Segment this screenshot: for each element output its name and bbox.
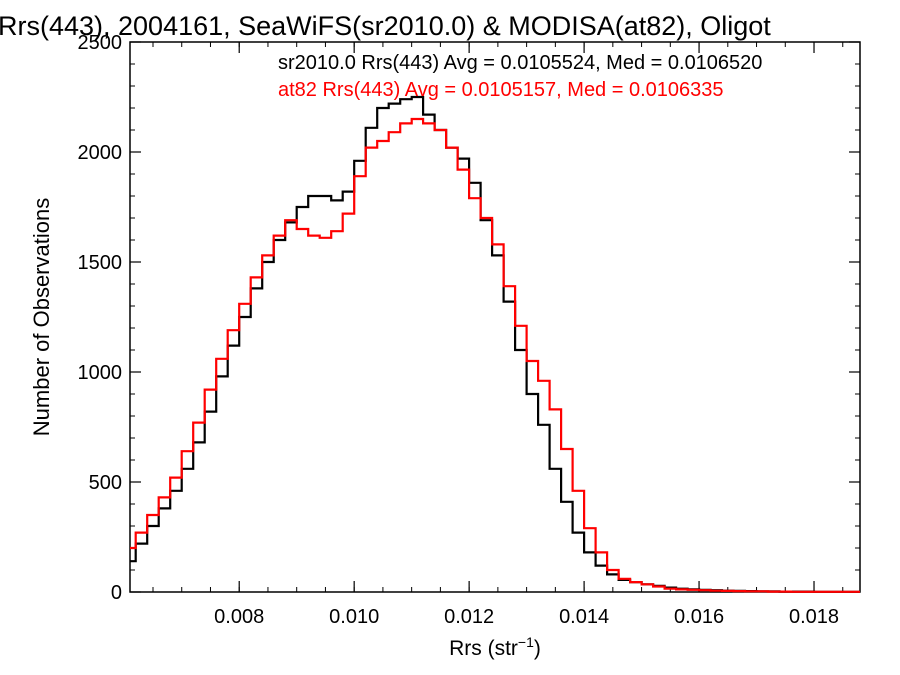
y-tick-label: 2000 <box>78 142 123 164</box>
y-tick-label: 500 <box>89 472 122 494</box>
y-tick-label: 0 <box>111 582 122 604</box>
y-tick-label: 1000 <box>78 362 123 384</box>
plot-frame <box>129 41 861 593</box>
chart-title: Rrs(443), 2004161, SeaWiFS(sr2010.0) & M… <box>0 11 771 41</box>
x-axis-label-tail: ) <box>534 637 541 660</box>
x-tick-label: 0.010 <box>329 606 379 628</box>
annotation-black: sr2010.0 Rrs(443) Avg = 0.0105524, Med =… <box>278 52 762 74</box>
y-axis-label: Number of Observations <box>29 198 54 436</box>
x-axis-label-superscript: −1 <box>518 634 534 650</box>
y-tick-label: 1500 <box>78 252 123 274</box>
x-tick-label: 0.016 <box>674 606 724 628</box>
x-axis-label-main: Rrs (str <box>449 637 518 660</box>
x-tick-label: 0.012 <box>444 606 494 628</box>
annotation-red: at82 Rrs(443) Avg = 0.0105157, Med = 0.0… <box>278 79 724 101</box>
x-axis-label: Rrs (str−1) <box>449 634 541 660</box>
x-tick-label: 0.008 <box>214 606 264 628</box>
x-axis-ticks: 0.008 0.010 0.012 0.014 0.016 0.018 <box>152 42 844 628</box>
y-tick-label: 2500 <box>78 32 123 54</box>
series-layer <box>130 95 860 593</box>
series-at82-line <box>130 117 860 593</box>
x-tick-label: 0.018 <box>789 606 839 628</box>
x-tick-label: 0.014 <box>559 606 609 628</box>
y-axis-ticks: 0 500 1000 1500 2000 2500 <box>78 32 860 604</box>
